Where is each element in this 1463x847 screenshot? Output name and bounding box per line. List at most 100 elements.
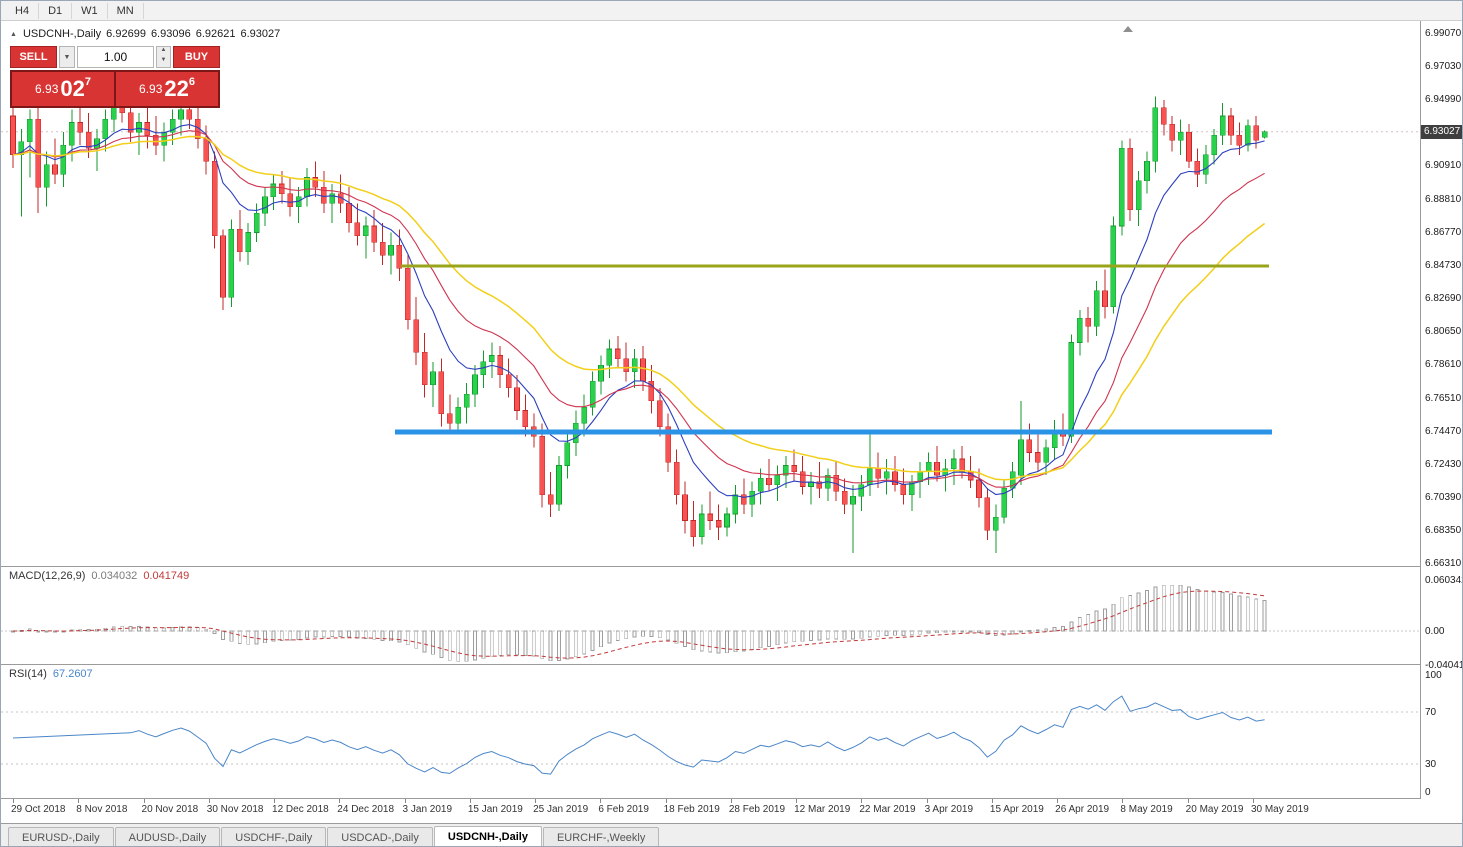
rsi-axis-label: 70 <box>1425 707 1437 718</box>
timeframe-button-mn[interactable]: MN <box>108 2 144 19</box>
trade-panel-controls: SELL ▼ ▲▼ BUY <box>10 46 220 68</box>
time-axis-tick <box>143 799 145 803</box>
time-axis-tick <box>1187 799 1189 803</box>
price-axis-label: 6.94990 <box>1425 94 1462 105</box>
price-axis-label: 6.99070 <box>1425 28 1462 39</box>
rsi-panel[interactable]: RSI(14) 67.2607 <box>1 665 1420 799</box>
time-axis-label: 20 May 2019 <box>1185 804 1244 815</box>
sell-price-point: 7 <box>84 76 91 88</box>
chart-tab-eurusd-daily[interactable]: EURUSD-,Daily <box>8 827 114 846</box>
macd-axis-label: 0.00 <box>1425 626 1445 637</box>
chart-shift-marker-icon[interactable] <box>1123 26 1133 32</box>
price-axis-label: 6.82690 <box>1425 293 1462 304</box>
price-axis-label: 6.66310 <box>1425 558 1462 569</box>
timeframe-button-w1[interactable]: W1 <box>72 2 108 19</box>
price-axis-label: 6.70390 <box>1425 491 1462 503</box>
sell-price-button[interactable]: 6.93 02 7 <box>12 72 114 106</box>
rsi-axis-label: 100 <box>1425 670 1442 681</box>
macd-axis-label: -0.04041 <box>1425 660 1463 672</box>
ohlc-open: 6.92699 <box>106 28 146 40</box>
price-axis[interactable]: 6.99070 6.97030 6.94990 6.90910 6.88810 6.867… <box>1420 21 1462 799</box>
chart-header: ▲ USDCNH-,Daily 6.92699 6.93096 6.92621 … <box>10 28 280 40</box>
timeframe-button-h4[interactable]: H4 <box>6 2 40 19</box>
buy-button[interactable]: BUY <box>173 46 220 68</box>
macd-value-main: 0.034032 <box>91 570 138 582</box>
price-axis-label: 6.84730 <box>1425 259 1462 271</box>
chart-region: ▲ USDCNH-,Daily 6.92699 6.93096 6.92621 … <box>1 21 1462 823</box>
time-axis-label: 12 Dec 2018 <box>272 804 329 815</box>
time-axis-label: 8 Nov 2018 <box>76 804 128 815</box>
time-axis-tick <box>469 799 471 803</box>
time-axis[interactable]: 29 Oct 2018 8 Nov 2018 20 Nov 2018 30 Nov 2… <box>1 799 1462 823</box>
macd-value-signal: 0.041749 <box>143 570 190 582</box>
macd-panel[interactable]: MACD(12,26,9) 0.034032 0.041749 <box>1 567 1420 665</box>
time-axis-label: 18 Feb 2019 <box>663 804 720 815</box>
buy-price-prefix: 6.93 <box>139 82 163 96</box>
time-axis-label: 3 Jan 2019 <box>402 804 453 815</box>
time-axis-tick <box>1057 799 1059 803</box>
price-axis-label: 6.86770 <box>1425 226 1462 238</box>
rsi-canvas[interactable] <box>1 665 1420 798</box>
volume-up-icon[interactable]: ▲ <box>160 47 167 53</box>
time-axis-tick <box>665 799 667 803</box>
price-axis-label: 6.74470 <box>1425 425 1462 437</box>
rsi-label: RSI(14) <box>9 668 47 680</box>
chart-tab-usdcnh-daily[interactable]: USDCNH-,Daily <box>433 826 542 846</box>
time-axis-label: 26 Apr 2019 <box>1055 804 1110 815</box>
ohlc-close: 6.93027 <box>240 28 281 40</box>
time-axis-tick <box>274 799 276 803</box>
macd-label: MACD(12,26,9) <box>9 570 86 582</box>
rsi-label-row: RSI(14) 67.2607 <box>9 668 93 680</box>
chart-tab-eurchf-weekly[interactable]: EURCHF-,Weekly <box>542 827 660 846</box>
time-axis-tick <box>796 799 798 803</box>
volume-dropdown-arrow-icon[interactable]: ▼ <box>59 46 75 68</box>
time-axis-label: 6 Feb 2019 <box>598 804 649 815</box>
sell-price-prefix: 6.93 <box>35 82 59 96</box>
chart-symbol-label: USDCNH-,Daily <box>22 28 102 40</box>
volume-input[interactable] <box>77 46 154 68</box>
ohlc-high: 6.93096 <box>150 28 191 40</box>
time-axis-label: 12 Mar 2019 <box>794 804 851 815</box>
price-axis-label: 6.72430 <box>1425 458 1462 470</box>
chart-tab-usdchf-daily[interactable]: USDCHF-,Daily <box>221 827 327 846</box>
rsi-axis-label: 0 <box>1425 787 1431 798</box>
timeframe-toolbar: H4 D1 W1 MN <box>1 1 1462 21</box>
macd-label-row: MACD(12,26,9) 0.034032 0.041749 <box>9 570 189 582</box>
time-axis-label: 30 Nov 2018 <box>206 804 264 815</box>
price-axis-label: 6.68350 <box>1425 524 1462 536</box>
chart-tab-audusd-daily[interactable]: AUDUSD-,Daily <box>114 827 221 846</box>
time-axis-tick <box>861 799 863 803</box>
time-axis-tick <box>926 799 928 803</box>
price-axis-label: 6.88810 <box>1425 193 1462 205</box>
volume-down-icon[interactable]: ▼ <box>160 57 167 63</box>
time-axis-label: 15 Jan 2019 <box>467 804 523 815</box>
time-axis-label: 28 Feb 2019 <box>728 804 786 815</box>
oneclick-collapse-arrow[interactable]: ▲ <box>10 30 17 38</box>
oneclick-price-strip: 6.93 02 7 6.93 22 6 <box>10 70 220 108</box>
time-axis-tick <box>13 799 14 803</box>
time-axis-label: 22 Mar 2019 <box>859 804 916 815</box>
time-axis-label: 3 Apr 2019 <box>924 804 973 815</box>
time-axis-label: 29 Oct 2018 <box>11 804 66 815</box>
rsi-value: 67.2607 <box>52 668 93 680</box>
sell-button[interactable]: SELL <box>10 46 57 68</box>
time-axis-tick <box>1252 799 1254 803</box>
timeframe-button-d1[interactable]: D1 <box>39 2 73 19</box>
chart-tab-bar: EURUSD-,Daily AUDUSD-,Daily USDCHF-,Daily U… <box>1 823 1462 846</box>
time-axis-tick <box>535 799 537 803</box>
chart-tab-usdcad-daily[interactable]: USDCAD-,Daily <box>327 827 433 846</box>
time-axis-label: 20 Nov 2018 <box>141 804 199 815</box>
macd-canvas[interactable] <box>1 567 1420 664</box>
time-axis-label: 24 Dec 2018 <box>337 804 395 815</box>
candlestick-canvas[interactable] <box>1 21 1420 566</box>
buy-price-button[interactable]: 6.93 22 6 <box>116 72 218 106</box>
time-axis-tick <box>600 799 602 803</box>
sell-price-pips: 02 <box>60 76 85 101</box>
buy-price-pips: 22 <box>164 76 189 101</box>
time-axis-label: 30 May 2019 <box>1250 804 1309 815</box>
main-price-panel[interactable]: ▲ USDCNH-,Daily 6.92699 6.93096 6.92621 … <box>1 21 1420 567</box>
time-axis-tick <box>991 799 993 803</box>
volume-stepper[interactable]: ▲ ▼ <box>156 46 171 68</box>
